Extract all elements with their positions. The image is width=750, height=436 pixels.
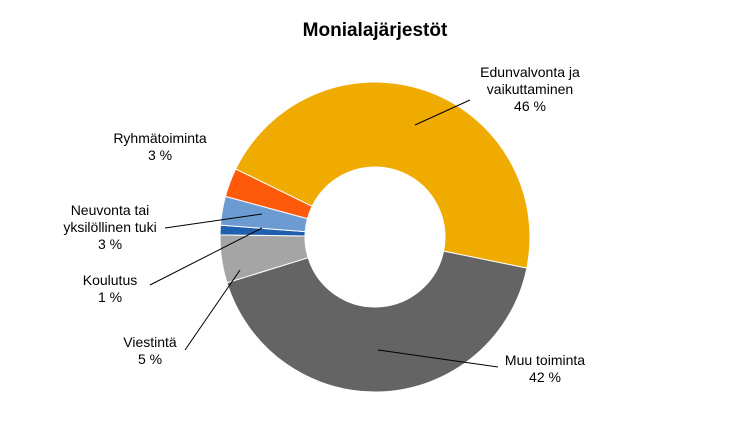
category-label: Muu toiminta [504, 352, 586, 368]
donut-segment [235, 81, 531, 269]
chart-title: Monialajärjestöt [302, 20, 448, 41]
value-label: 3 % [147, 147, 173, 163]
category-label: Edunvalvonta ja vaikuttaminen [480, 64, 580, 97]
leader-line [184, 269, 241, 351]
data-label: Koulutus 1 % [75, 272, 145, 306]
data-label: Edunvalvonta ja vaikuttaminen 46 % [470, 64, 590, 115]
category-label: Viestintä [123, 334, 177, 350]
category-label: Koulutus [82, 272, 138, 288]
data-label: Muu toiminta 42 % [495, 352, 595, 386]
donut-segment [226, 250, 528, 393]
category-label: Ryhmätoiminta [113, 130, 207, 146]
data-label: Ryhmätoiminta 3 % [100, 130, 220, 164]
value-label: 42 % [529, 369, 561, 385]
leader-line [164, 213, 263, 229]
data-label: Viestintä 5 % [115, 334, 185, 368]
value-label: 1 % [97, 289, 123, 305]
value-label: 46 % [514, 98, 546, 114]
data-label: Neuvonta tai yksilöllinen tuki 3 % [50, 202, 170, 253]
value-label: 5 % [137, 351, 163, 367]
value-label: 3 % [97, 236, 123, 252]
category-label: Neuvonta tai yksilöllinen tuki [63, 202, 157, 235]
leader-line [414, 99, 471, 126]
leader-line [377, 349, 499, 368]
leader-line [149, 227, 263, 286]
donut-segment [224, 168, 313, 220]
